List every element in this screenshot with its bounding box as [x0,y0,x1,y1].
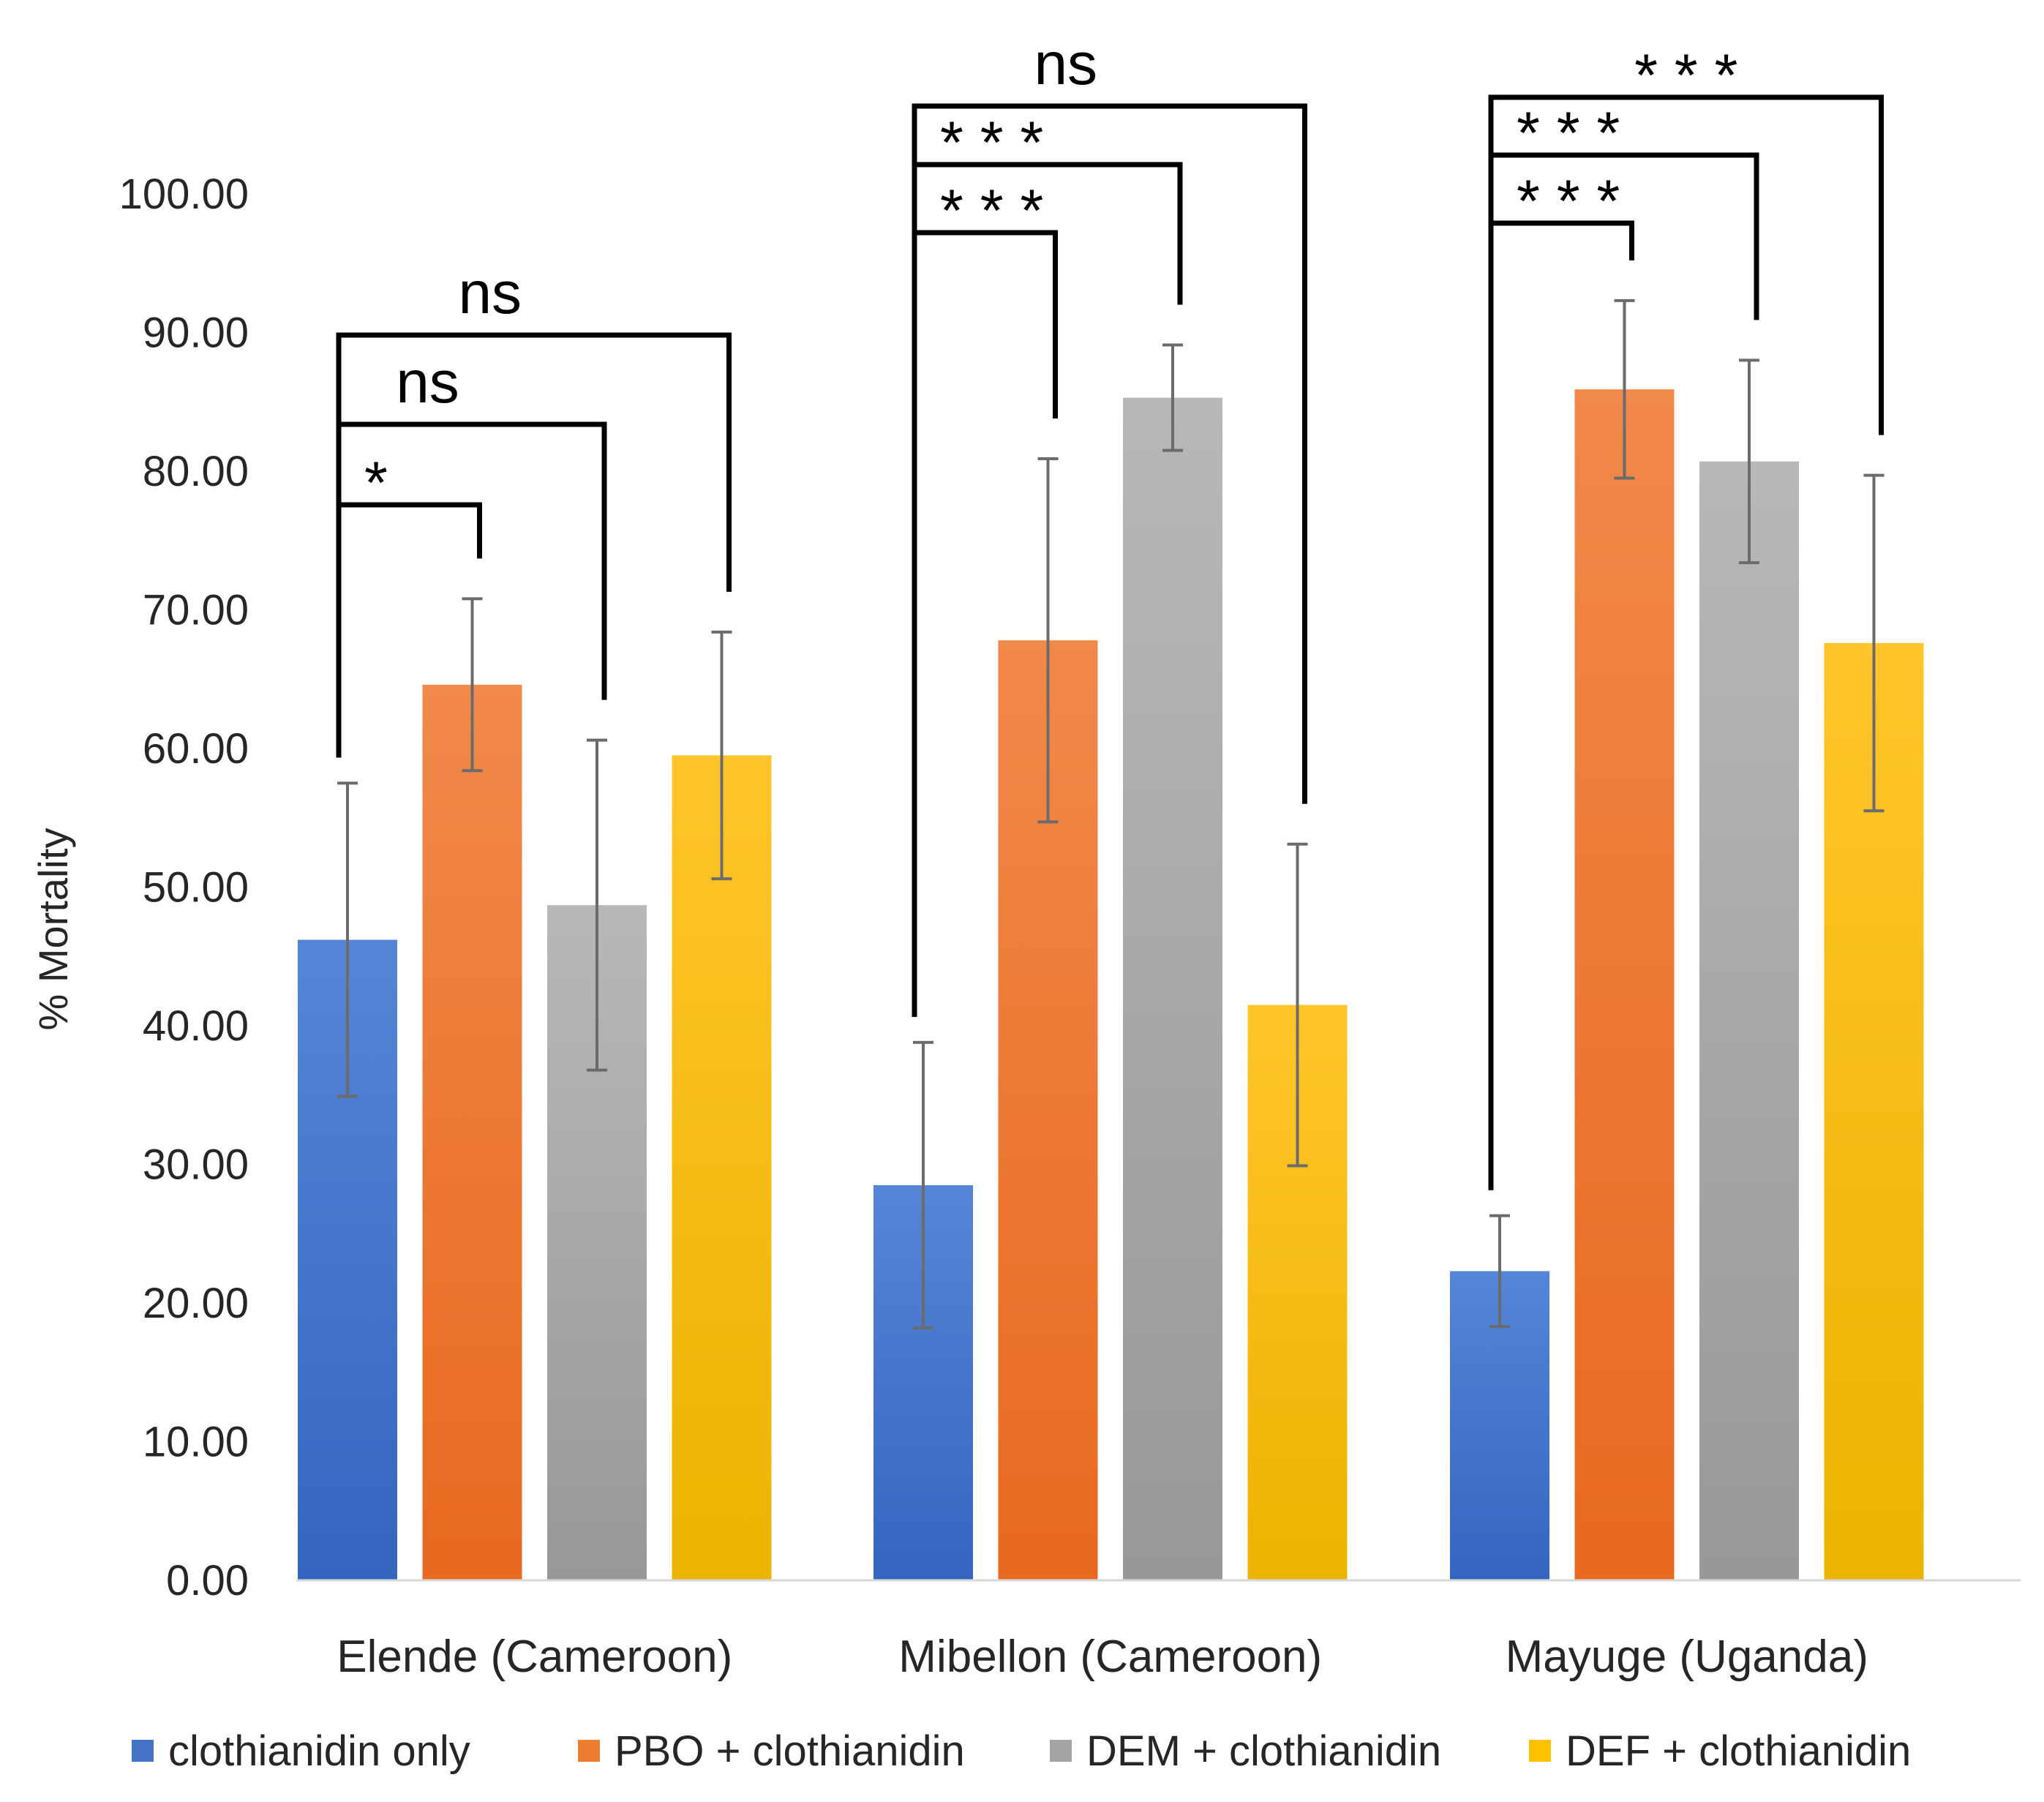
legend-label: DEM + clothianidin [1086,1727,1441,1775]
bar-mayuge-uganda-pbo-clothianidin [1574,389,1675,1580]
error-bar-mibellon-cameroon-pbo-clothianidin [1037,457,1059,824]
x-category-label: Mayuge (Uganda) [1506,1632,1868,1682]
significance-label: * * * [940,110,1043,176]
y-tick-labels: 0.00 10.00 20.00 30.00 40.00 50.00 60.00 70.00 8… [119,170,249,1604]
legend-label: DEF + clothianidin [1566,1727,1911,1775]
significance-bracket: * * * [1488,42,1884,1190]
error-bar-mibellon-cameroon-clothianidin-only [913,1040,933,1330]
legend-label: clothianidin only [168,1727,470,1775]
legend-item-pbo-clothianidin: PBO + clothianidin [578,1727,965,1775]
y-tick-label: 20.00 [143,1280,249,1327]
significance-label: ns [396,349,459,416]
legend-item-clothianidin-only: clothianidin only [132,1727,470,1775]
error-bar-mayuge-uganda-dem-clothianidin [1739,358,1759,565]
legend-item-dem-clothianidin: DEM + clothianidin [1050,1727,1441,1775]
error-bars-layer [337,299,1885,1330]
x-category-label: Elende (Cameroon) [337,1632,732,1682]
bar-elende-cameroon-pbo-clothianidin [422,684,522,1580]
legend-swatch [1529,1740,1551,1762]
error-bar-elende-cameroon-dem-clothianidin [587,738,607,1072]
y-tick-label: 50.00 [143,864,249,912]
bars-layer [298,389,1924,1581]
significance-label: * * * [1517,100,1620,167]
significance-bracket: ns [336,260,732,758]
y-axis-title: % Mortality [30,828,76,1031]
y-tick-label: 30.00 [143,1141,249,1189]
y-tick-label: 90.00 [143,309,249,357]
x-category-labels: Elende (Cameroon) Mibellon (Cameroon) Mayu… [337,1632,1868,1682]
y-tick-label: 0.00 [166,1557,249,1604]
significance-bracket: * * * [912,110,1183,1017]
significance-label: ns [1034,31,1097,97]
legend-swatch [132,1740,154,1762]
y-tick-label: 60.00 [143,725,249,773]
y-tick-label: 100.00 [119,170,249,218]
legend-label: PBO + clothianidin [615,1727,965,1775]
significance-label: ns [458,260,522,326]
x-category-label: Mibellon (Cameroon) [898,1632,1322,1682]
bar-elende-cameroon-def-clothianidin [672,755,772,1580]
error-bar-mibellon-cameroon-def-clothianidin [1287,842,1308,1168]
axis-layer: 0.00 10.00 20.00 30.00 40.00 50.00 60.00 70.00 8… [30,170,2021,1682]
error-bar-mayuge-uganda-pbo-clothianidin [1614,299,1635,480]
legend: clothianidin only PBO + clothianidin DEM +… [132,1727,1911,1775]
error-bar-mibellon-cameroon-dem-clothianidin [1162,343,1183,452]
y-tick-label: 70.00 [143,587,249,634]
significance-bracket: ns [912,31,1307,1017]
error-bar-elende-cameroon-pbo-clothianidin [462,597,483,773]
error-bar-elende-cameroon-def-clothianidin [711,630,732,881]
error-bar-mayuge-uganda-def-clothianidin [1863,473,1885,813]
y-tick-label: 40.00 [143,1002,249,1050]
significance-label: * * * [1634,42,1737,109]
significance-label: * * * [940,178,1043,244]
y-tick-label: 80.00 [143,448,249,495]
legend-swatch [1050,1740,1072,1762]
y-tick-label: 10.00 [143,1419,249,1466]
significance-label: * [364,450,388,517]
bar-mayuge-uganda-dem-clothianidin [1699,461,1799,1580]
error-bar-elende-cameroon-clothianidin-only [337,781,358,1098]
significance-label: * * * [1517,168,1620,235]
legend-swatch [578,1740,600,1762]
legend-item-def-clothianidin: DEF + clothianidin [1529,1727,1911,1775]
bar-mibellon-cameroon-dem-clothianidin [1123,397,1222,1581]
error-bar-mayuge-uganda-clothianidin-only [1489,1214,1510,1329]
